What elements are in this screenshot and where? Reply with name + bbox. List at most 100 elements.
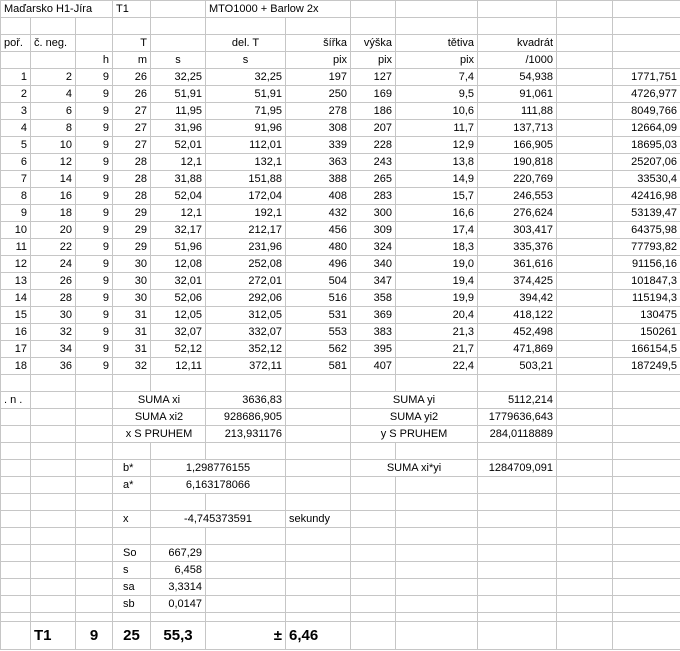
n-label[interactable]: . n . bbox=[0, 391, 31, 409]
empty-cell[interactable] bbox=[205, 374, 286, 392]
empty-cell[interactable] bbox=[30, 493, 76, 511]
table-cell[interactable]: 151,88 bbox=[205, 170, 286, 188]
table-cell[interactable]: 300 bbox=[350, 204, 397, 222]
empty-cell[interactable] bbox=[556, 476, 614, 494]
empty-cell[interactable] bbox=[477, 510, 558, 528]
table-cell[interactable]: 32,25 bbox=[205, 68, 286, 86]
table-cell[interactable]: 11,7 bbox=[395, 119, 479, 137]
table-cell[interactable]: 91,96 bbox=[205, 119, 286, 137]
table-cell[interactable]: 347 bbox=[350, 272, 397, 290]
empty-cell[interactable] bbox=[350, 578, 397, 596]
table-cell[interactable]: 29 bbox=[112, 204, 151, 222]
table-cell[interactable]: 16 bbox=[0, 323, 31, 341]
table-cell[interactable]: 9 bbox=[75, 323, 113, 341]
empty-cell[interactable] bbox=[30, 374, 76, 392]
table-cell[interactable]: 115194,3 bbox=[612, 289, 680, 307]
suma-yi2-label[interactable]: SUMA yi2 bbox=[350, 408, 479, 426]
empty-cell[interactable] bbox=[612, 391, 680, 409]
empty-cell[interactable] bbox=[0, 476, 31, 494]
table-cell[interactable]: 190,818 bbox=[477, 153, 558, 171]
table-cell[interactable]: 130475 bbox=[612, 306, 680, 324]
table-cell[interactable]: 111,88 bbox=[477, 102, 558, 120]
empty-cell[interactable] bbox=[112, 442, 151, 460]
empty-cell[interactable] bbox=[205, 595, 286, 613]
unit-pix2[interactable]: pix bbox=[350, 51, 397, 69]
table-cell[interactable]: 212,17 bbox=[205, 221, 286, 239]
empty-cell[interactable] bbox=[30, 595, 76, 613]
table-cell[interactable]: 101847,3 bbox=[612, 272, 680, 290]
table-cell[interactable]: 231,96 bbox=[205, 238, 286, 256]
table-cell[interactable]: 29 bbox=[112, 238, 151, 256]
table-cell[interactable]: 21,3 bbox=[395, 323, 479, 341]
empty-cell[interactable] bbox=[477, 621, 558, 650]
table-cell[interactable]: 432 bbox=[284, 204, 352, 222]
empty-cell[interactable] bbox=[612, 442, 680, 460]
table-cell[interactable]: 12664,09 bbox=[612, 119, 680, 137]
empty-cell[interactable] bbox=[612, 459, 680, 477]
table-cell[interactable]: 372,11 bbox=[205, 357, 286, 375]
empty-cell[interactable] bbox=[75, 561, 113, 579]
empty-cell[interactable] bbox=[612, 408, 680, 426]
table-cell[interactable]: 53139,47 bbox=[612, 204, 680, 222]
table-cell[interactable]: 14 bbox=[0, 289, 31, 307]
table-cell[interactable]: 166,905 bbox=[477, 136, 558, 154]
empty-cell[interactable] bbox=[0, 17, 31, 35]
unit-pix1[interactable]: pix bbox=[284, 51, 352, 69]
empty-cell[interactable] bbox=[75, 374, 113, 392]
a-star-value[interactable]: 6,163178066 bbox=[150, 476, 286, 494]
empty-cell[interactable] bbox=[75, 510, 113, 528]
table-cell[interactable]: 503,21 bbox=[477, 357, 558, 375]
empty-cell[interactable] bbox=[556, 153, 614, 171]
empty-cell[interactable] bbox=[150, 17, 206, 35]
table-cell[interactable]: 18 bbox=[30, 204, 76, 222]
table-cell[interactable]: 4 bbox=[0, 119, 31, 137]
x-label[interactable]: x bbox=[112, 510, 151, 528]
table-cell[interactable]: 21,7 bbox=[395, 340, 479, 358]
table-cell[interactable]: 26 bbox=[30, 272, 76, 290]
empty-cell[interactable] bbox=[556, 510, 614, 528]
table-cell[interactable]: 19,9 bbox=[395, 289, 479, 307]
empty-cell[interactable] bbox=[612, 51, 680, 69]
so-value[interactable]: 667,29 bbox=[150, 544, 206, 562]
table-cell[interactable]: 17 bbox=[0, 340, 31, 358]
empty-cell[interactable] bbox=[75, 595, 113, 613]
empty-cell[interactable] bbox=[30, 51, 76, 69]
empty-cell[interactable] bbox=[612, 374, 680, 392]
table-cell[interactable]: 32,25 bbox=[150, 68, 206, 86]
table-cell[interactable]: 496 bbox=[284, 255, 352, 273]
unit-pix3[interactable]: pix bbox=[395, 51, 479, 69]
table-cell[interactable]: 9 bbox=[75, 119, 113, 137]
empty-cell[interactable] bbox=[556, 238, 614, 256]
table-cell[interactable]: 112,01 bbox=[205, 136, 286, 154]
empty-cell[interactable] bbox=[556, 204, 614, 222]
table-cell[interactable]: 265 bbox=[350, 170, 397, 188]
table-cell[interactable]: 9 bbox=[75, 170, 113, 188]
unit-s1[interactable]: s bbox=[150, 51, 206, 69]
table-cell[interactable]: 34 bbox=[30, 340, 76, 358]
table-cell[interactable]: 8 bbox=[0, 187, 31, 205]
empty-cell[interactable] bbox=[477, 493, 558, 511]
sa-label[interactable]: sa bbox=[112, 578, 151, 596]
table-cell[interactable]: 312,05 bbox=[205, 306, 286, 324]
empty-cell[interactable] bbox=[205, 442, 286, 460]
empty-cell[interactable] bbox=[350, 595, 397, 613]
table-cell[interactable]: 19,4 bbox=[395, 272, 479, 290]
empty-cell[interactable] bbox=[284, 612, 352, 622]
empty-cell[interactable] bbox=[612, 612, 680, 622]
empty-cell[interactable] bbox=[75, 34, 113, 52]
table-cell[interactable]: 9 bbox=[75, 153, 113, 171]
empty-cell[interactable] bbox=[150, 527, 206, 545]
b-star-value[interactable]: 1,298776155 bbox=[150, 459, 286, 477]
empty-cell[interactable] bbox=[112, 374, 151, 392]
table-cell[interactable]: 452,498 bbox=[477, 323, 558, 341]
table-cell[interactable]: 308 bbox=[284, 119, 352, 137]
table-cell[interactable]: 197 bbox=[284, 68, 352, 86]
table-cell[interactable]: 31,88 bbox=[150, 170, 206, 188]
table-cell[interactable]: 28 bbox=[30, 289, 76, 307]
empty-cell[interactable] bbox=[350, 561, 397, 579]
empty-cell[interactable] bbox=[350, 527, 397, 545]
table-cell[interactable]: 12 bbox=[0, 255, 31, 273]
empty-cell[interactable] bbox=[477, 527, 558, 545]
empty-cell[interactable] bbox=[556, 408, 614, 426]
table-cell[interactable]: 9 bbox=[75, 306, 113, 324]
